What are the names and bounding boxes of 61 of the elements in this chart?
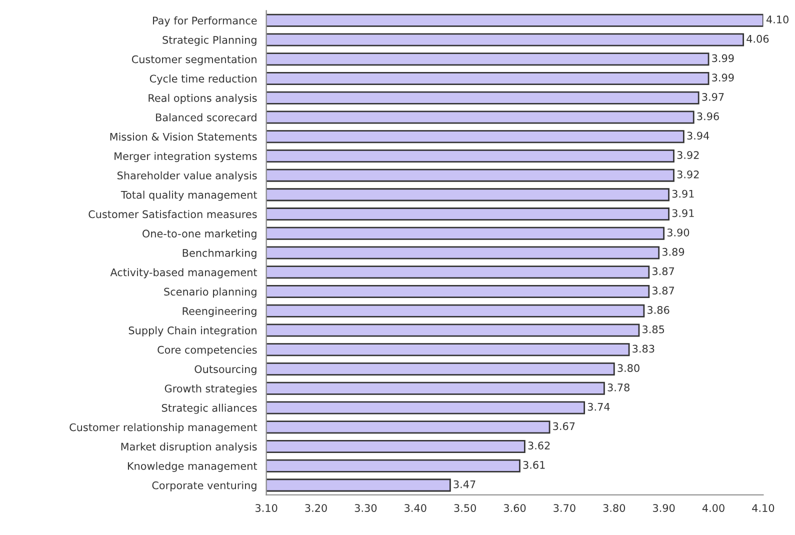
y-tick-label: Mission & Vision Statements [110, 132, 257, 141]
x-tick-label: 3.10 [256, 504, 278, 512]
x-tick-label: 3.20 [305, 504, 327, 512]
data-label: 3.61 [523, 460, 545, 469]
data-label: 3.74 [588, 402, 610, 411]
y-tick-label: Shareholder value analysis [118, 171, 257, 182]
y-tick-label: Total quality management [120, 190, 258, 201]
y-tick-label: Core competencies [158, 346, 257, 356]
x-tick-label: 3.80 [603, 504, 626, 512]
data-label: 3.99 [712, 74, 734, 82]
y-tick-label: Market disruption analysis [121, 442, 257, 453]
x-tick-label: 4.10 [752, 504, 774, 512]
data-label: 3.99 [712, 54, 734, 62]
y-tick-label: Activity-based management [110, 268, 258, 278]
y-tick-label: Supply Chain integration [128, 326, 256, 336]
y-tick-label: One-to-one marketing [142, 229, 256, 240]
data-label: 3.47 [454, 480, 476, 488]
x-tick-label: 3.40 [404, 504, 426, 512]
y-tick-label: Merger integration systems [114, 152, 257, 162]
data-label: 3.62 [528, 442, 550, 450]
data-label: 3.91 [672, 190, 694, 198]
y-tick-label: Balanced scorecard [156, 113, 256, 122]
data-label: 3.67 [553, 422, 575, 430]
data-label: 3.78 [608, 384, 630, 392]
y-tick-label: Reengineering [182, 306, 256, 318]
data-label: 3.89 [662, 248, 684, 256]
data-label: 3.86 [648, 306, 670, 314]
x-tick-label: 3.60 [504, 504, 526, 512]
x-tick-label: 4.00 [702, 504, 724, 512]
x-tick-label: 3.30 [354, 504, 377, 512]
data-label: 4.06 [746, 34, 769, 43]
y-tick-label: Benchmarking [182, 248, 256, 259]
data-label: 3.91 [672, 209, 694, 218]
x-tick-label: 3.70 [554, 504, 576, 512]
y-tick-label: Real options analysis [148, 94, 257, 104]
data-label: 3.90 [667, 228, 690, 236]
data-label: 3.80 [618, 364, 640, 372]
y-tick-label: Cycle time reduction [150, 74, 256, 85]
y-tick-label: Customer Satisfaction measures [88, 210, 257, 218]
data-label: 3.87 [652, 267, 674, 276]
data-label: 4.10 [766, 16, 788, 24]
y-tick-label: Corporate venturing [152, 481, 256, 492]
y-tick-label: Pay for Performance [153, 16, 257, 27]
x-tick-label: 3.90 [653, 504, 675, 512]
y-tick-label: Strategic Planning [162, 36, 256, 46]
y-tick-label: Customer relationship management [70, 423, 258, 434]
y-tick-label: Growth strategies [164, 384, 257, 394]
data-label: 3.94 [687, 132, 710, 140]
data-label: 3.97 [702, 92, 724, 101]
y-tick-label: Scenario planning [164, 288, 256, 298]
x-tick-label: 3.50 [454, 504, 476, 512]
data-label: 3.87 [652, 286, 674, 295]
data-label: 3.92 [677, 170, 699, 178]
y-tick-label: Knowledge management [128, 462, 258, 472]
y-tick-label: Strategic alliances [162, 404, 257, 414]
data-label: 3.83 [632, 344, 654, 353]
y-tick-label: Outsourcing [194, 365, 256, 376]
y-tick-label: Customer segmentation [132, 55, 256, 66]
data-label: 3.92 [677, 151, 699, 159]
data-label: 3.96 [697, 112, 719, 120]
data-label: 3.85 [642, 325, 664, 334]
